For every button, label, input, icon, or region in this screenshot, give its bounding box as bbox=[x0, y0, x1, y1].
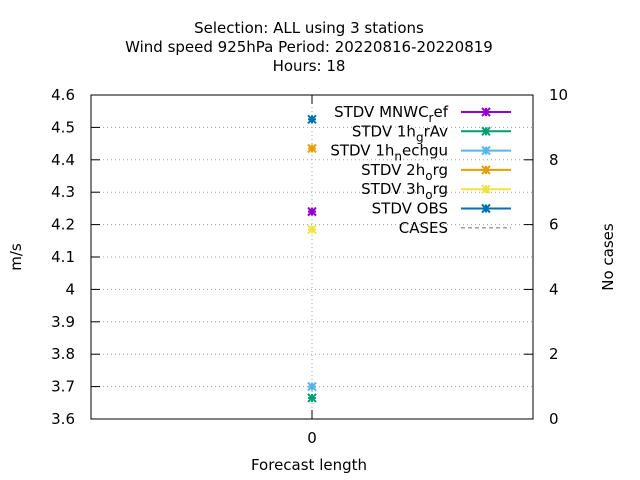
y2-axis: 0 2 4 6 8 10 bbox=[524, 86, 568, 428]
data-point bbox=[307, 224, 317, 235]
data-point bbox=[307, 114, 317, 125]
data-point bbox=[307, 381, 317, 392]
title-line: Hours: 18 bbox=[273, 57, 346, 75]
y-tick-label: 3.8 bbox=[51, 345, 75, 363]
legend-label: STDV 2horg bbox=[361, 161, 448, 183]
legend-marker bbox=[481, 145, 491, 156]
legend-marker bbox=[481, 165, 491, 175]
y2-tick-label: 8 bbox=[549, 151, 559, 169]
legend-marker bbox=[481, 203, 491, 214]
legend-label: CASES bbox=[399, 219, 448, 237]
y2-tick-label: 10 bbox=[549, 86, 568, 104]
y-tick-label: 4.4 bbox=[51, 151, 75, 169]
x-axis-label: Forecast length bbox=[251, 456, 367, 474]
y-tick-label: 3.9 bbox=[51, 313, 75, 331]
y-tick-label: 4.3 bbox=[51, 183, 75, 201]
data-point bbox=[307, 393, 317, 403]
grid bbox=[91, 95, 533, 419]
legend-label: STDV OBS bbox=[372, 200, 448, 218]
x-tick-label: 0 bbox=[307, 429, 317, 447]
legend-marker bbox=[481, 184, 491, 194]
y-tick-label: 4.6 bbox=[51, 86, 75, 104]
legend-marker bbox=[481, 107, 491, 117]
y-axis: 3.6 3.7 3.8 3.9 4 4.1 4.2 4.3 4.4 4.5 4.6 bbox=[51, 86, 100, 428]
y-tick-label: 3.6 bbox=[51, 410, 75, 428]
y-axis-label: m/s bbox=[7, 243, 25, 271]
title-line: Selection: ALL using 3 stations bbox=[194, 19, 424, 37]
legend-label: STDV MNWCref bbox=[334, 103, 449, 125]
y2-tick-label: 6 bbox=[549, 216, 559, 234]
title-line: Wind speed 925hPa Period: 20220816-20220… bbox=[125, 38, 493, 56]
data-points bbox=[307, 114, 317, 403]
y-tick-label: 4.5 bbox=[51, 118, 75, 136]
legend-label: STDV 3horg bbox=[361, 180, 448, 202]
y-tick-label: 4 bbox=[65, 280, 75, 298]
legend-label: STDV 1hgrAv bbox=[352, 122, 448, 144]
y2-tick-label: 4 bbox=[549, 280, 559, 298]
legend-marker bbox=[481, 126, 491, 137]
y-tick-label: 4.1 bbox=[51, 248, 75, 266]
data-point bbox=[307, 206, 317, 217]
legend-label: STDV 1hnechgu bbox=[330, 142, 448, 164]
y2-axis-label: No cases bbox=[599, 223, 617, 291]
y2-tick-label: 0 bbox=[549, 410, 559, 428]
y2-tick-label: 2 bbox=[549, 345, 559, 363]
data-point bbox=[307, 143, 317, 154]
y-tick-label: 3.7 bbox=[51, 378, 75, 396]
y-tick-label: 4.2 bbox=[51, 216, 75, 234]
x-axis: 0 bbox=[307, 95, 317, 447]
